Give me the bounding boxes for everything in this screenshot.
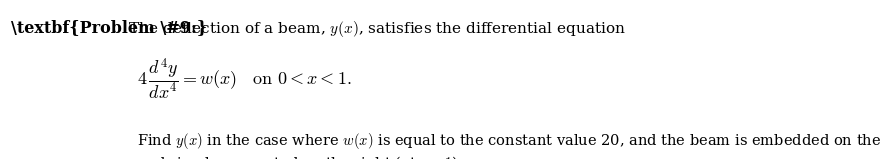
Text: The deflection of a beam, $y(x)$, satisfies the differential equation: The deflection of a beam, $y(x)$, satisf… (119, 19, 626, 39)
Text: Find $y(x)$ in the case where $w(x)$ is equal to the constant value 20, and the : Find $y(x)$ in the case where $w(x)$ is … (137, 131, 882, 151)
Text: and simply supported on the right (at $x = 1$).: and simply supported on the right (at $x… (137, 154, 462, 159)
Text: $4\,\dfrac{d^4y}{dx^4} = w(x) \quad \mathrm{on}\ 0 < x < 1.$: $4\,\dfrac{d^4y}{dx^4} = w(x) \quad \mat… (137, 57, 351, 102)
Text: \textbf{Problem \#9:}: \textbf{Problem \#9:} (11, 19, 207, 36)
